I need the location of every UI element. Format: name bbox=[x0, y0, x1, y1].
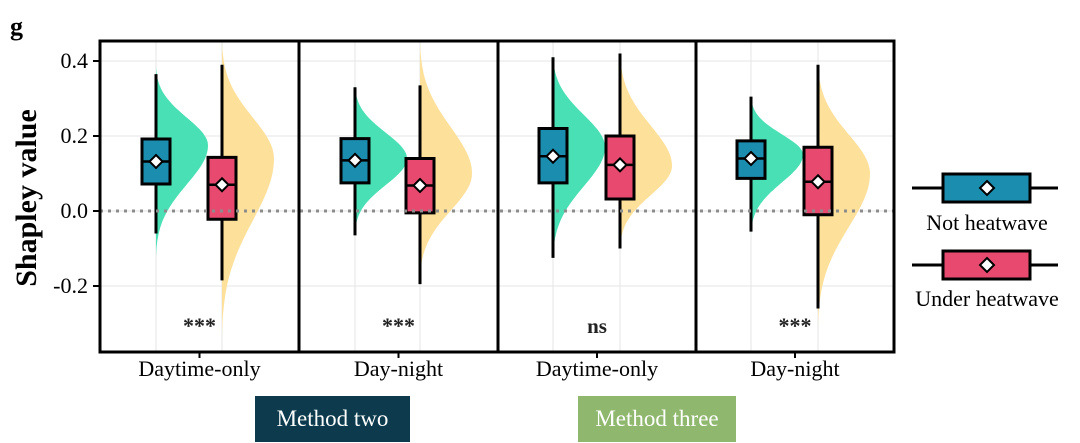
x-tick-label: Day-night bbox=[354, 356, 443, 381]
not-heatwave-violin bbox=[355, 85, 407, 234]
y-tick-label: 0.2 bbox=[61, 123, 89, 148]
legend-under-heatwave-marker bbox=[978, 256, 996, 274]
method-three-label: Method three bbox=[578, 396, 736, 442]
under-heatwave-mean-marker bbox=[810, 173, 826, 190]
panel-border bbox=[694, 39, 896, 354]
not-heatwave-violin bbox=[553, 55, 605, 258]
not-heatwave-mean-marker bbox=[148, 153, 164, 170]
x-tick-label: Daytime-only bbox=[536, 356, 658, 381]
under-heatwave-mean-marker bbox=[412, 177, 428, 194]
y-tick-label: 0.4 bbox=[61, 48, 89, 73]
not-heatwave-mean-marker bbox=[743, 150, 759, 167]
under-heatwave-violin bbox=[420, 42, 472, 279]
under-heatwave-violin bbox=[222, 42, 274, 335]
not-heatwave-violin bbox=[751, 96, 803, 234]
significance-label: ns bbox=[587, 314, 607, 338]
panel-border bbox=[496, 39, 698, 354]
x-tick-label: Day-night bbox=[750, 356, 839, 381]
legend-not-heatwave-marker bbox=[978, 179, 996, 197]
significance-label: *** bbox=[779, 313, 812, 338]
legend-under-heatwave-label: Under heatwave bbox=[915, 286, 1059, 311]
under-heatwave-violin bbox=[818, 62, 870, 326]
under-heatwave-mean-marker bbox=[612, 156, 628, 173]
not-heatwave-mean-marker bbox=[347, 152, 363, 169]
not-heatwave-mean-marker bbox=[545, 148, 561, 165]
panel-border bbox=[297, 39, 500, 354]
y-axis-label: Shapley value bbox=[10, 109, 43, 287]
legend-not-heatwave-label: Not heatwave bbox=[926, 210, 1048, 235]
panel-border bbox=[98, 39, 301, 354]
panel-tag: g bbox=[10, 12, 23, 41]
y-tick-label: 0.0 bbox=[61, 198, 89, 223]
method-two-label: Method two bbox=[255, 396, 410, 442]
significance-label: *** bbox=[183, 313, 216, 338]
x-tick-label: Daytime-only bbox=[138, 356, 260, 381]
under-heatwave-mean-marker bbox=[214, 176, 230, 193]
not-heatwave-violin bbox=[156, 66, 208, 256]
y-tick-label: -0.2 bbox=[53, 273, 88, 298]
significance-label: *** bbox=[382, 313, 415, 338]
